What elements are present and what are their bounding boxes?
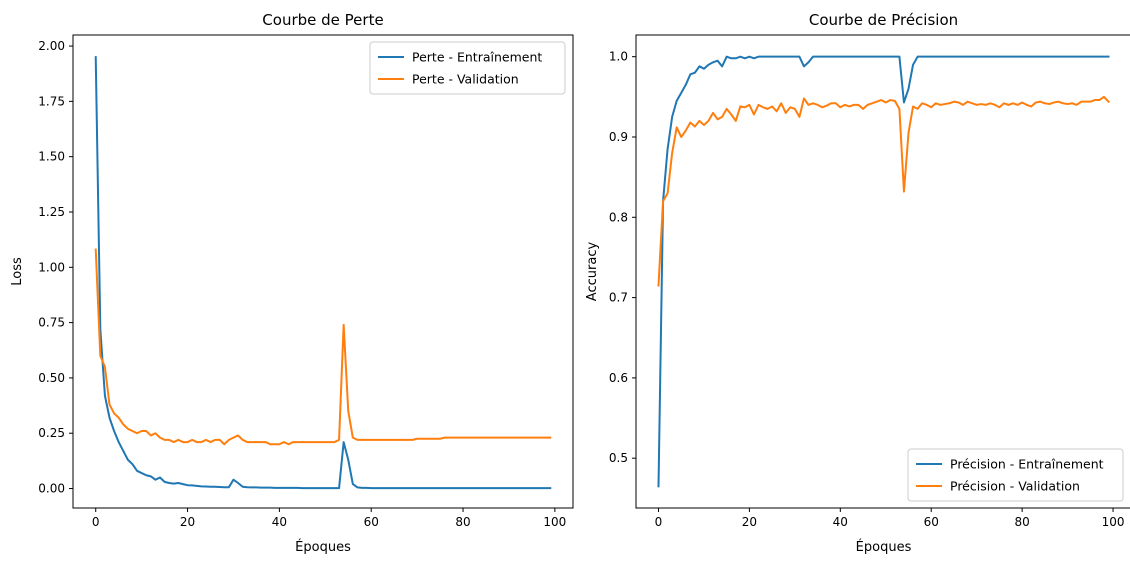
accuracy-series-validation-line: [657, 95, 1110, 287]
loss-y-tick-label: 1.50: [38, 150, 65, 164]
accuracy-x-tick-label: 0: [655, 515, 663, 529]
loss-chart: 0 20 40 60 80 100 0.00 0.25 0.50 0.75 1.00 1.25 1.50…: [10, 11, 574, 555]
accuracy-y-tick-label: 0.9: [609, 130, 628, 144]
accuracy-x-tick-label: 100: [1102, 515, 1125, 529]
loss-series-train-line: [94, 56, 552, 490]
loss-legend: Perte - Entraînement Perte - Validation: [369, 41, 566, 95]
loss-series-validation-line: [94, 248, 552, 446]
loss-chart-title: Courbe de Perte: [262, 11, 383, 29]
accuracy-x-tick-label: 80: [1014, 515, 1029, 529]
loss-y-axis-label: Loss: [10, 257, 25, 286]
loss-x-tick-label: 40: [272, 515, 287, 529]
accuracy-axes-frame: [635, 34, 1130, 509]
loss-y-tick-label: 0.50: [38, 371, 65, 385]
loss-x-tick-label: 100: [543, 515, 566, 529]
loss-y-tick-label: 0.75: [38, 316, 65, 330]
loss-x-tick-label: 20: [180, 515, 195, 529]
accuracy-x-tick-label: 40: [833, 515, 848, 529]
loss-y-tick-label: 1.25: [38, 205, 65, 219]
accuracy-x-tick-label: 20: [742, 515, 757, 529]
accuracy-y-tick-label: 1.0: [609, 50, 628, 64]
accuracy-x-axis-label: Époques: [856, 539, 912, 555]
loss-y-tick-label: 0.25: [38, 426, 65, 440]
loss-x-axis-label: Époques: [295, 539, 351, 555]
loss-x-tick-label: 80: [455, 515, 470, 529]
accuracy-legend: Précision - Entraînement Précision - Vali…: [907, 448, 1124, 502]
accuracy-y-axis-label: Accuracy: [585, 242, 600, 302]
loss-y-tick-label: 1.00: [38, 260, 65, 274]
accuracy-legend-label-validation: Précision - Validation: [950, 479, 1080, 494]
accuracy-legend-box: [907, 448, 1124, 502]
accuracy-legend-label-train: Précision - Entraînement: [950, 457, 1104, 472]
loss-y-tick-label: 2.00: [38, 39, 65, 53]
accuracy-x-tick-label: 60: [924, 515, 939, 529]
accuracy-y-tick-label: 0.8: [609, 210, 628, 224]
loss-y-tick-label: 0.00: [38, 482, 65, 496]
loss-legend-box: [369, 41, 566, 95]
accuracy-chart-title: Courbe de Précision: [809, 11, 958, 29]
loss-legend-label-train: Perte - Entraînement: [412, 50, 542, 65]
accuracy-series-train-line: [657, 55, 1110, 488]
loss-y-tick-label: 1.75: [38, 94, 65, 108]
accuracy-chart: 0 20 40 60 80 100 0.5 0.6 0.7 0.8 0.9 1.0 Courbe de …: [585, 11, 1130, 555]
accuracy-y-tick-label: 0.6: [609, 371, 628, 385]
loss-x-tick-label: 0: [92, 515, 100, 529]
loss-legend-label-validation: Perte - Validation: [412, 72, 519, 87]
loss-axes-frame: [72, 34, 574, 509]
loss-x-tick-label: 60: [364, 515, 379, 529]
accuracy-y-tick-label: 0.5: [609, 451, 628, 465]
accuracy-y-tick-label: 0.7: [609, 291, 628, 305]
